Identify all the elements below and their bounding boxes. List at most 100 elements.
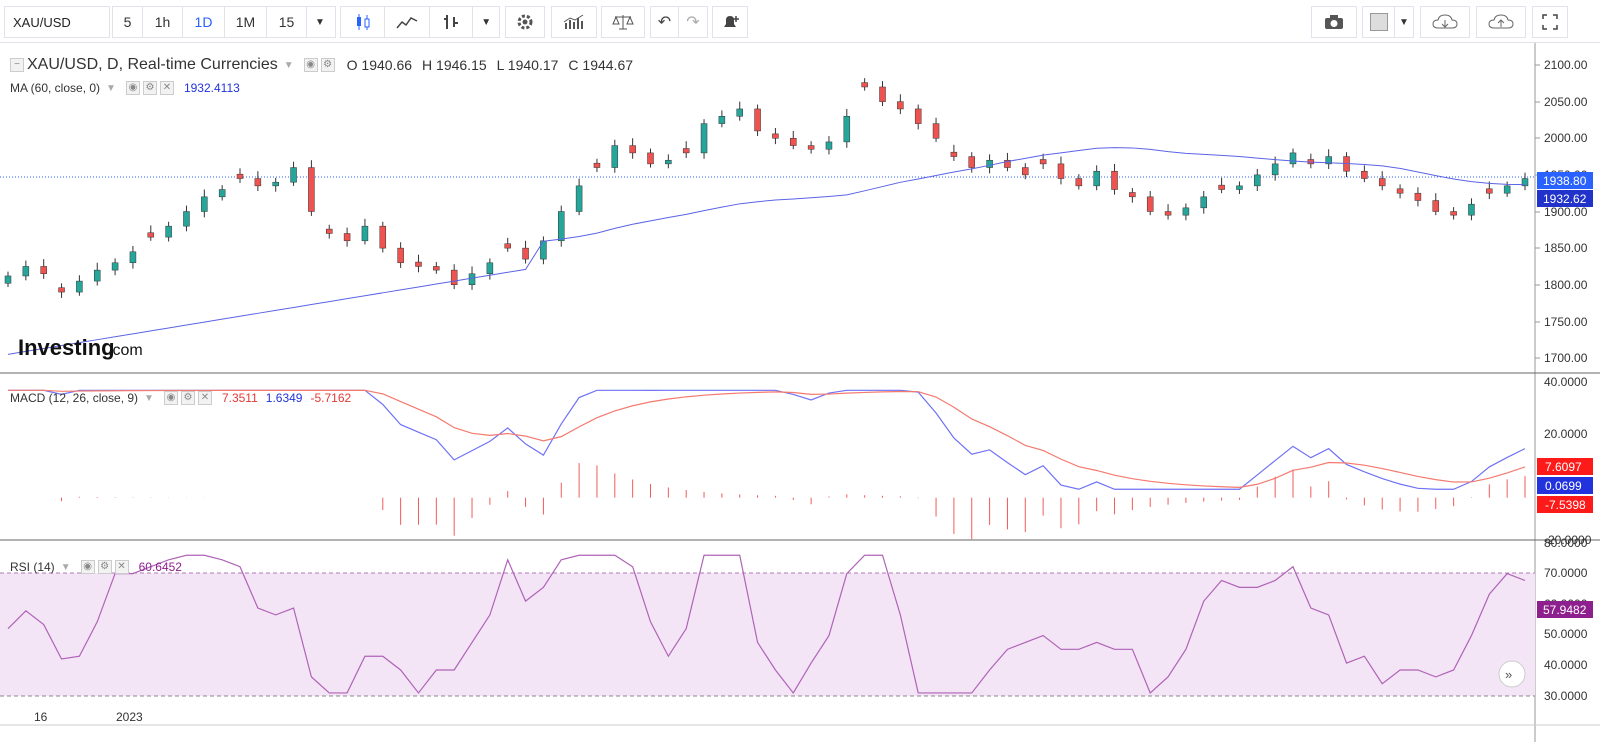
- candle: [1093, 170, 1100, 187]
- candle: [1289, 152, 1297, 165]
- candle: [754, 108, 761, 132]
- chart-type-group: ▼: [340, 6, 500, 38]
- fullscreen-icon[interactable]: [1532, 6, 1568, 38]
- candle: [308, 167, 315, 212]
- candle: [76, 280, 83, 293]
- interval-1h[interactable]: 1h: [143, 7, 183, 37]
- ma-value: 1932.4113: [183, 81, 240, 95]
- dropdown-icon[interactable]: ▼: [481, 16, 492, 28]
- scroll-to-end-button[interactable]: »: [1498, 660, 1526, 688]
- macd-value: 1.6349: [265, 391, 303, 405]
- interval-dropdown[interactable]: ▼: [315, 16, 325, 28]
- eye-icon[interactable]: ◉: [80, 560, 95, 574]
- interval-15[interactable]: 15: [267, 7, 307, 37]
- camera-icon[interactable]: [1311, 6, 1357, 38]
- candle: [218, 189, 226, 198]
- candle: [1200, 196, 1208, 209]
- eye-icon[interactable]: ◉: [125, 81, 140, 95]
- price-tick: 1800.00: [1544, 278, 1588, 292]
- close-icon[interactable]: ✕: [159, 81, 174, 95]
- chevron-down-icon[interactable]: ▼: [106, 82, 116, 94]
- close-icon[interactable]: ✕: [197, 391, 212, 405]
- macd-signal-value: -5.7162: [310, 391, 352, 405]
- alert-icon[interactable]: [712, 6, 748, 38]
- color-dropdown[interactable]: ▼: [1399, 16, 1409, 28]
- gear-icon[interactable]: ⚙: [97, 560, 112, 574]
- candle: [611, 145, 619, 168]
- rsi-tick: 40.0000: [1544, 658, 1588, 672]
- gear-icon[interactable]: ⚙: [180, 391, 195, 405]
- candle: [1361, 170, 1368, 179]
- candle: [1378, 178, 1386, 187]
- open-value: O 1940.66: [346, 57, 413, 73]
- rsi-tick: 50.0000: [1544, 627, 1588, 641]
- chevron-down-icon[interactable]: ▼: [60, 561, 71, 573]
- candlestick-series: [4, 78, 1529, 298]
- candle: [415, 261, 422, 267]
- candle: [325, 228, 333, 234]
- candle: [790, 138, 797, 146]
- macd-label: MACD (12, 26, close, 9): [10, 391, 139, 405]
- gear-icon[interactable]: ⚙: [320, 58, 335, 72]
- high-value: H 1946.15: [422, 57, 487, 73]
- interval-1m[interactable]: 1M: [225, 7, 267, 37]
- svg-text:.com: .com: [108, 342, 143, 359]
- ma-legend[interactable]: MA (60, close, 0) ▼ ◉ ⚙ ✕ 1932.4113: [10, 81, 240, 95]
- compare-icon[interactable]: [601, 6, 645, 38]
- candle: [575, 185, 583, 212]
- cloud-upload-icon[interactable]: [1476, 6, 1526, 38]
- settings-icon[interactable]: [505, 6, 545, 38]
- macd-axis[interactable]: 40.0000 20.0000 -20.0000: [1544, 375, 1592, 547]
- candle: [914, 108, 922, 124]
- rsi-value: 60.6452: [138, 560, 182, 574]
- candle: [968, 156, 975, 168]
- candle: [629, 145, 636, 154]
- chart-canvas[interactable]: 2100.00 2050.00 2000.00 1950.00 1900.00 …: [0, 43, 1600, 742]
- candle: [861, 82, 868, 88]
- candle: [361, 225, 369, 242]
- candle: [593, 162, 601, 168]
- candle: [183, 211, 190, 227]
- undo-icon[interactable]: ↶: [651, 7, 679, 37]
- candle: [1146, 196, 1154, 212]
- symbol-search-input[interactable]: XAU/USD: [4, 6, 110, 38]
- eye-icon[interactable]: ◉: [303, 58, 318, 72]
- candle: [736, 108, 743, 117]
- candle: [58, 287, 65, 293]
- rsi-line: [7, 554, 1526, 695]
- ma-badge: 1932.62: [1537, 190, 1593, 207]
- svg-text:57.9482: 57.9482: [1543, 603, 1587, 617]
- candle: [825, 141, 833, 150]
- price-tick: 2000.00: [1544, 131, 1588, 145]
- candles-icon[interactable]: [341, 7, 386, 37]
- svg-text:»: »: [1505, 667, 1512, 682]
- eye-icon[interactable]: ◉: [163, 391, 178, 405]
- chevron-down-icon[interactable]: ▼: [144, 392, 154, 404]
- candle: [111, 262, 119, 271]
- svg-text:7.6097: 7.6097: [1545, 460, 1582, 474]
- indicators-icon[interactable]: [430, 7, 474, 37]
- candle: [932, 123, 940, 139]
- time-axis[interactable]: 16 2023: [34, 710, 143, 724]
- candle: [1503, 185, 1511, 194]
- gear-icon[interactable]: ⚙: [142, 81, 157, 95]
- cloud-download-icon[interactable]: [1420, 6, 1470, 38]
- main-legend[interactable]: − XAU/USD, D, Real-time Currencies ▼ ◉ ⚙…: [10, 56, 633, 74]
- bars-icon[interactable]: [551, 6, 597, 38]
- candle: [147, 232, 155, 238]
- color-square-icon[interactable]: [1363, 7, 1395, 37]
- rsi-legend[interactable]: RSI (14) ▼ ◉ ⚙ ✕ 60.6452: [10, 560, 182, 574]
- candle: [522, 247, 529, 260]
- interval-1d[interactable]: 1D: [183, 7, 225, 37]
- candle: [93, 269, 101, 282]
- chevron-down-icon[interactable]: ▼: [283, 59, 294, 71]
- line-chart-icon[interactable]: [385, 7, 430, 37]
- rsi-tick: 80.0000: [1544, 536, 1588, 550]
- candle: [254, 178, 262, 187]
- macd-legend[interactable]: MACD (12, 26, close, 9) ▼ ◉ ⚙ ✕ 7.3511 1…: [10, 391, 351, 405]
- interval-5[interactable]: 5: [113, 7, 143, 37]
- redo-icon[interactable]: ↷: [686, 14, 700, 31]
- candle: [986, 159, 993, 168]
- collapse-icon[interactable]: −: [10, 58, 24, 72]
- close-icon[interactable]: ✕: [114, 560, 129, 574]
